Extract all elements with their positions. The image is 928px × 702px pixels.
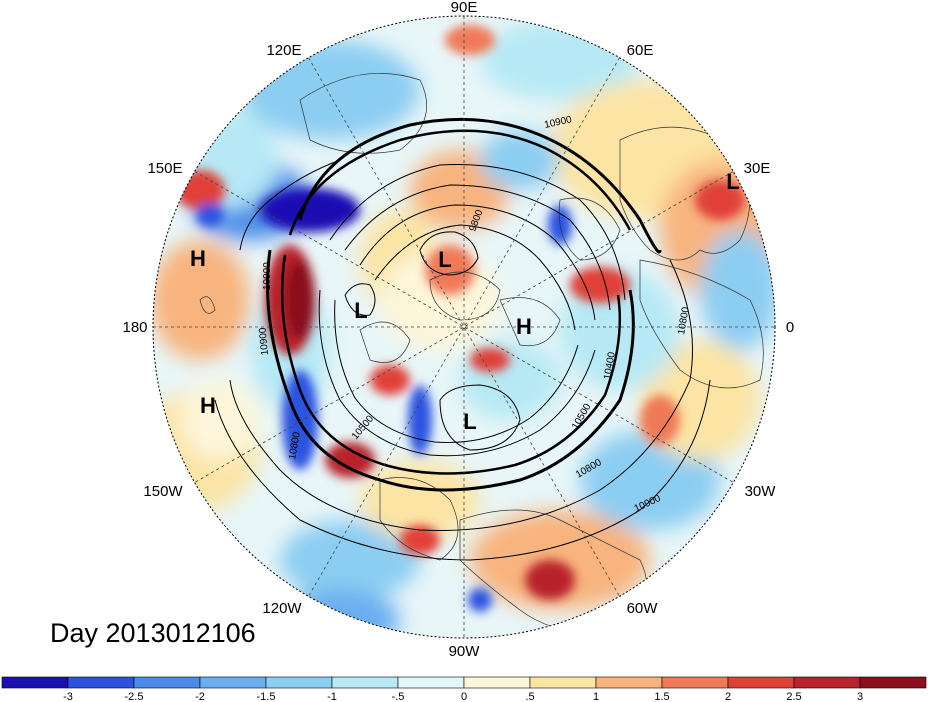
colorbar-swatch [265,676,333,689]
colorbar-tick-label: -3 [63,691,73,702]
colorbar-tick-label: .5 [525,691,534,702]
lon-label-30w: 30W [745,483,777,500]
colorbar-tick-label: -2 [195,691,205,702]
contour-label: 10900 [258,327,271,356]
colorbar-tick-label: 1.5 [654,691,669,702]
contour-thin [419,231,479,276]
colorbar-tick-label: 0 [461,691,467,702]
colorbar-tick-label: -2.5 [125,691,144,702]
contour-thin [334,299,579,443]
low-center-label: L [438,247,451,272]
contour-thin [214,379,711,561]
lon-label-120e: 120E [266,42,301,59]
pressure-centers: H H L L H L L [190,169,740,434]
colorbar-swatch [661,676,729,689]
contour-thick [298,117,662,254]
lon-label-30e: 30E [744,160,771,177]
colorbar-swatch [727,676,795,689]
colorbar-tick-label: 3 [857,691,863,702]
lon-label-150w: 150W [143,483,183,500]
plot-title: Day 2013012106 [50,618,256,648]
contour-thick [266,249,635,492]
colorbar-swatch [463,676,531,689]
colorbar-swatch [199,676,267,689]
lon-label-60e: 60E [627,42,654,59]
high-center-label: H [516,314,532,339]
contour-thin [359,204,596,321]
colorbar-tick-label: -.5 [392,691,405,702]
high-center-label: H [200,393,216,418]
contour-thin [344,184,611,311]
contour-thin [329,163,626,301]
colorbar-swatch [397,676,465,689]
colorbar-tick-label: -1 [327,691,337,702]
contour-label: 10400 [602,351,618,381]
colorbar-swatch [529,676,597,689]
low-center-label: L [463,409,476,434]
lon-label-120w: 120W [262,600,302,617]
colorbar-swatch [793,676,861,689]
low-center-label: L [726,169,739,194]
contour-label: 10900 [262,262,273,290]
colorbar-tick-label: 1 [593,691,599,702]
lon-label-0: 0 [786,319,794,336]
colorbar-swatch [1,676,69,689]
longitude-labels: 90E 60E 30E 0 30W 60W 90W 120W 150W 180 … [122,0,794,660]
graticule [153,16,775,638]
colorbar-swatch [859,676,927,689]
high-center-label: H [190,246,206,271]
height-contours [214,117,711,561]
lon-label-180: 180 [122,319,147,336]
contour-thin [318,289,596,457]
contour-thick [288,129,632,236]
contour-label: 10800 [287,431,303,461]
lon-label-90e: 90E [451,0,478,16]
contour-thin [439,384,521,451]
contour-thin [239,159,341,251]
colorbar-swatch [67,676,135,689]
contour-thin [344,283,376,316]
contour-thick [280,254,622,475]
contour-labels: 10900 9800 10800 10400 10500 10800 10900… [258,114,692,514]
lon-label-90w: 90W [449,643,481,660]
colorbar-tick-label: 2.5 [786,691,801,702]
colorbar: -3 -2.5 -2 -1.5 -1 -.5 0 .5 1 1.5 2 2.5 3 [1,676,927,702]
contour-thin [374,224,576,331]
lon-label-150e: 150E [147,160,182,177]
colorbar-swatch [595,676,663,689]
low-center-label: L [354,298,367,323]
colorbar-tick-label: -1.5 [257,691,276,702]
contour-thin [229,259,693,531]
lon-label-60w: 60W [627,600,659,617]
colorbar-swatch [331,676,399,689]
contour-label: 10800 [676,306,692,336]
colorbar-swatch [133,676,201,689]
map-boundary [152,15,776,639]
colorbar-tick-label: 2 [725,691,731,702]
